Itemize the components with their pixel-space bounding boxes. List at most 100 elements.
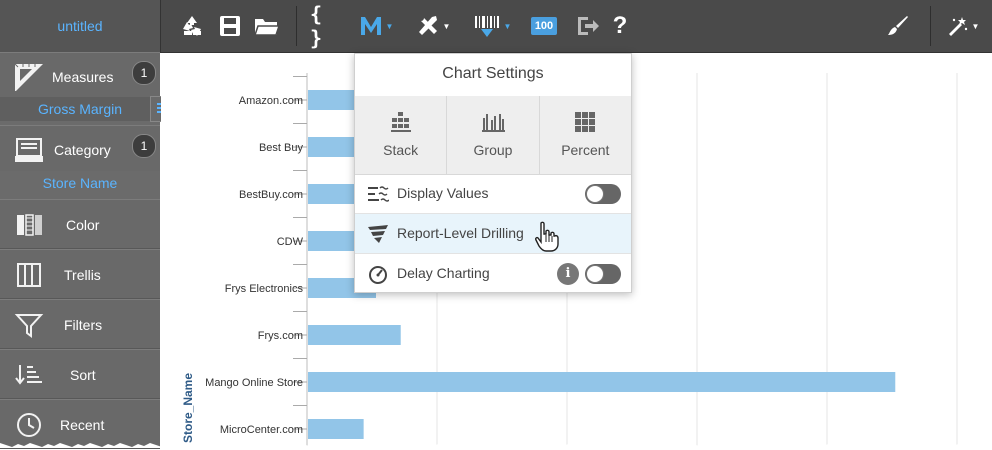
percent-grid-icon — [575, 112, 596, 132]
sidebar-item-label: Category — [54, 142, 111, 158]
bar[interactable] — [308, 419, 364, 439]
export-icon — [578, 17, 599, 35]
top-toolbar: untitled { } ▼ — [0, 0, 992, 53]
sidebar-item-category[interactable]: Category 1 — [0, 125, 160, 173]
option-report-level-drilling[interactable]: Report-Level Drilling — [355, 214, 631, 254]
category-label: Frys.com — [258, 330, 303, 342]
sidebar-item-label: Sort — [70, 367, 96, 383]
chart-settings-icon — [360, 17, 381, 35]
sidebar-item-color[interactable]: Color — [0, 199, 160, 249]
sidebar-item-label: Color — [66, 217, 100, 233]
chart-settings-popover: Chart Settings Stack — [354, 53, 632, 293]
sidebar-item-sort[interactable]: Sort — [0, 349, 160, 399]
barcode-icon — [474, 16, 499, 37]
toolbar-separator — [930, 6, 931, 46]
color-columns-icon — [17, 214, 42, 236]
category-label: Frys Electronics — [225, 283, 304, 295]
torn-edge-path — [0, 443, 992, 448]
chevron-down-icon: ▼ — [442, 21, 451, 31]
group-icon — [481, 114, 505, 132]
bar[interactable] — [308, 137, 358, 157]
sidebar-item-filters[interactable]: Filters — [0, 299, 160, 349]
sidebar-item-label: Measures — [52, 69, 114, 85]
open-folder-button[interactable] — [252, 10, 282, 42]
clock-icon — [17, 413, 41, 437]
display-values-icon — [368, 186, 389, 202]
gauge-icon — [369, 266, 387, 284]
layout-percent-label: Percent — [561, 142, 610, 158]
layout-stack-label: Stack — [383, 142, 419, 158]
folder-open-icon — [254, 19, 280, 36]
left-sidebar: Measures 1 Gross Margin Category 1 Store… — [0, 52, 178, 449]
sidebar-item-label: Filters — [64, 317, 103, 333]
sidebar-item-trellis[interactable]: Trellis — [0, 249, 160, 299]
json-button[interactable]: { } — [310, 2, 340, 50]
option-delay-charting[interactable]: Delay Charting i — [355, 254, 631, 293]
barcode-button[interactable]: ▼ — [470, 10, 514, 42]
chevron-down-icon: ▼ — [385, 21, 394, 31]
toolbar-separator — [296, 6, 297, 46]
layout-group-label: Group — [473, 142, 513, 158]
row-limit-badge: 100 — [530, 17, 558, 35]
tools-icon — [417, 15, 437, 35]
magic-wand-icon — [948, 17, 967, 36]
layout-options: Stack Group — [355, 96, 631, 175]
chart-settings-button[interactable]: ▼ — [356, 10, 396, 42]
toggle-knob — [586, 185, 604, 203]
braces-icon: { } — [310, 2, 323, 50]
export-button[interactable] — [574, 10, 602, 42]
hand-cursor-icon — [535, 221, 559, 252]
category-count-badge: 1 — [132, 134, 156, 158]
layout-group-button[interactable]: Group — [447, 96, 540, 174]
recycle-button[interactable] — [178, 10, 206, 42]
filter-icon — [14, 314, 44, 338]
toggle-knob — [586, 265, 604, 283]
trellis-icon — [17, 263, 41, 287]
save-icon — [220, 16, 240, 36]
report-title[interactable]: untitled — [0, 0, 161, 52]
measure-field-gross-margin[interactable]: Gross Margin — [0, 97, 160, 121]
magic-wand-button[interactable]: ▼ — [942, 10, 984, 42]
bar[interactable] — [308, 325, 401, 345]
stack-icon — [390, 112, 411, 132]
paintbrush-icon — [888, 16, 908, 35]
torn-edge — [0, 443, 992, 448]
sidebar-item-measures[interactable]: Measures 1 — [0, 52, 160, 100]
tools-button[interactable]: ▼ — [412, 10, 454, 42]
chevron-down-icon: ▼ — [503, 21, 512, 31]
category-label: MicroCenter.com — [220, 424, 303, 436]
category-label: Mango Online Store — [205, 377, 303, 389]
layout-percent-button[interactable]: Percent — [540, 96, 631, 174]
option-label: Delay Charting — [397, 265, 490, 281]
sidebar-item-label: Trellis — [64, 267, 101, 283]
sort-icon — [15, 365, 42, 385]
chevron-down-icon: ▼ — [971, 21, 980, 31]
option-display-values[interactable]: Display Values — [355, 174, 631, 214]
bar[interactable] — [308, 231, 358, 251]
recycle-icon — [183, 16, 201, 36]
popover-title: Chart Settings — [355, 54, 631, 97]
category-field-store-name[interactable]: Store Name — [0, 171, 160, 195]
row-limit-button[interactable]: 100 — [528, 10, 560, 42]
sidebar-item-label: Recent — [60, 417, 105, 433]
ruler-icon — [14, 63, 43, 91]
category-label: CDW — [277, 236, 304, 248]
option-label: Report-Level Drilling — [397, 225, 524, 241]
format-button[interactable] — [884, 10, 912, 42]
bar[interactable] — [308, 184, 358, 204]
category-label: BestBuy.com — [239, 189, 303, 201]
display-values-toggle[interactable] — [585, 184, 621, 204]
option-label: Display Values — [397, 185, 489, 201]
sidebar-item-recent[interactable]: Recent — [0, 399, 160, 449]
delay-charting-toggle[interactable] — [585, 264, 621, 284]
category-label: Best Buy — [259, 142, 304, 154]
help-icon: ? — [612, 12, 628, 39]
info-icon[interactable]: i — [557, 263, 579, 285]
save-button[interactable] — [216, 10, 244, 42]
bar[interactable] — [308, 372, 896, 392]
help-button[interactable]: ? — [608, 10, 632, 42]
layout-stack-button[interactable]: Stack — [355, 96, 448, 174]
drill-icon — [368, 225, 388, 243]
bar[interactable] — [308, 90, 358, 110]
category-label: Amazon.com — [239, 95, 303, 107]
